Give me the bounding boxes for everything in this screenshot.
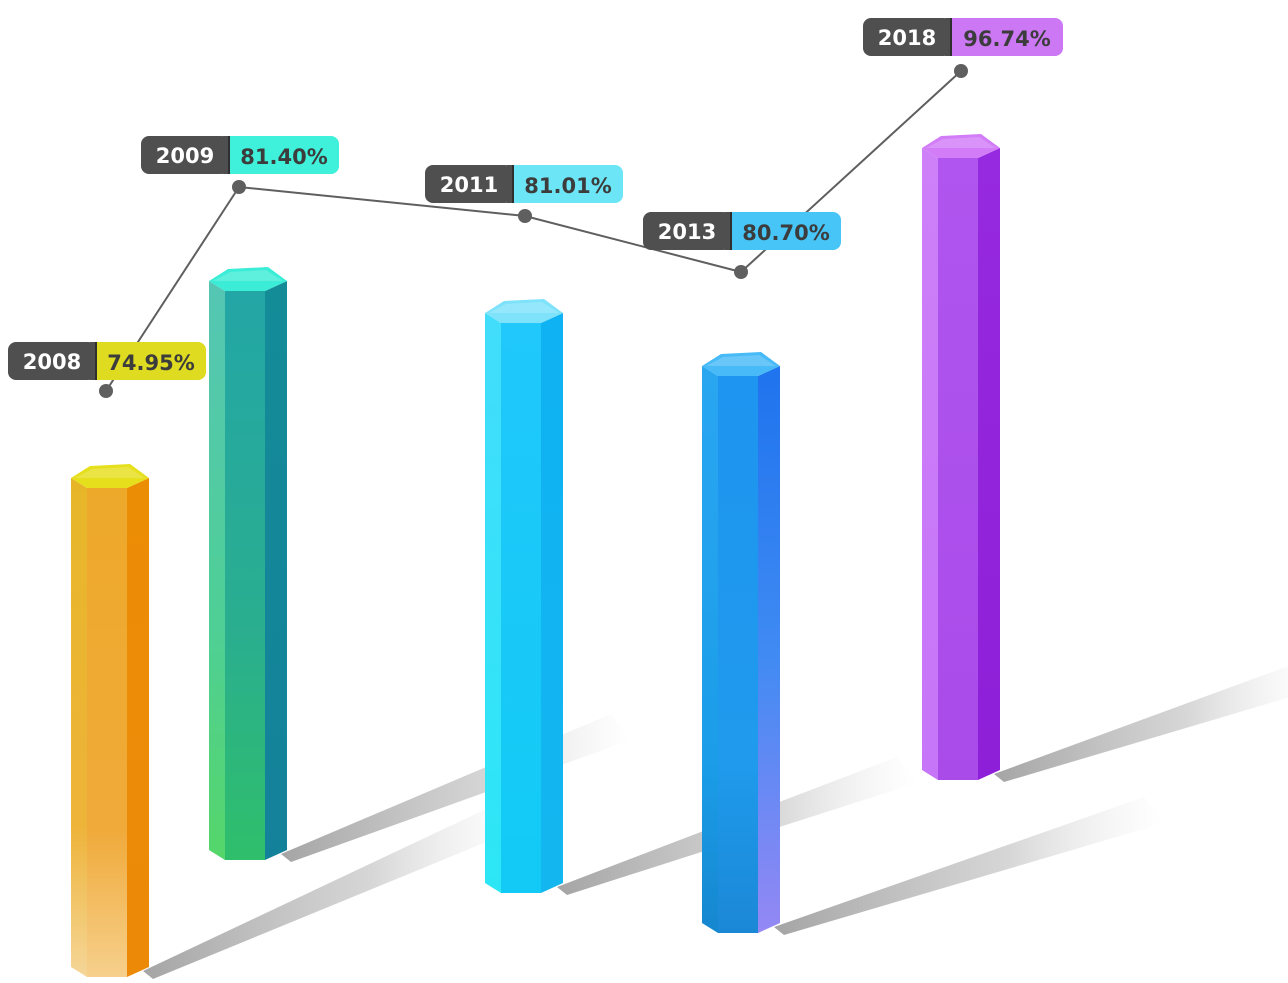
- bar-2013: [702, 352, 780, 933]
- bar-series: [71, 134, 1000, 977]
- bar-2008: [71, 464, 149, 977]
- data-point-2018: [954, 64, 968, 78]
- badge-join: [229, 136, 237, 174]
- year-label: 2008: [23, 350, 81, 374]
- bar-face-left: [702, 366, 718, 933]
- year-label: 2011: [440, 173, 498, 197]
- bar-cap-highlight: [706, 355, 776, 366]
- bar-cap-highlight: [926, 137, 996, 148]
- year-badge: [141, 136, 229, 174]
- value-labels: 2008 74.95% 2009 81.40% 2011 81.01% 2013 80.70%…: [8, 18, 1063, 380]
- data-label-2011: 2011 81.01%: [425, 165, 623, 203]
- year-badge: [643, 212, 731, 250]
- bar-cap: [209, 267, 287, 291]
- bar-shadow: [774, 797, 1164, 935]
- bar-face-right: [541, 313, 563, 893]
- trend-line: [99, 64, 968, 398]
- value-label: 74.95%: [107, 351, 194, 375]
- year-badge: [863, 18, 951, 56]
- data-point-2013: [734, 265, 748, 279]
- bar-shadow: [143, 801, 523, 979]
- bar-face-front: [87, 488, 127, 977]
- bar-cap-highlight: [75, 467, 145, 478]
- year-label: 2009: [156, 144, 214, 168]
- value-badge: [513, 165, 623, 203]
- badge-join: [731, 212, 739, 250]
- bar-face-front: [718, 376, 758, 933]
- value-badge: [96, 342, 206, 380]
- bar-face-front: [501, 323, 541, 893]
- bar-face-left: [485, 313, 501, 893]
- year-label: 2013: [658, 220, 716, 244]
- bar-cap: [922, 134, 1000, 158]
- bar-cap-highlight: [213, 270, 283, 281]
- year-badge: [425, 165, 513, 203]
- year-badge: [8, 342, 96, 380]
- data-point-2009: [232, 180, 246, 194]
- bar-cap: [702, 352, 780, 376]
- value-label: 96.74%: [963, 27, 1050, 51]
- bar-2011: [485, 299, 563, 893]
- data-point-2011: [518, 209, 532, 223]
- bar-face-front: [225, 291, 265, 860]
- value-badge: [731, 212, 841, 250]
- value-badge: [229, 136, 339, 174]
- data-label-2018: 2018 96.74%: [863, 18, 1063, 56]
- bar-face-left: [71, 478, 87, 977]
- bar-cap: [71, 464, 149, 488]
- data-label-2013: 2013 80.70%: [643, 212, 841, 250]
- bar-2009: [209, 267, 287, 860]
- value-label: 80.70%: [742, 221, 829, 245]
- value-label: 81.40%: [240, 145, 327, 169]
- bar-face-left: [922, 148, 938, 780]
- bar-face-right: [758, 366, 780, 933]
- data-label-2008: 2008 74.95%: [8, 342, 206, 380]
- badge-join: [951, 18, 959, 56]
- bar-cap-highlight: [489, 302, 559, 313]
- bar-face-right: [127, 478, 149, 977]
- bar-shadow: [994, 666, 1288, 782]
- data-label-2009: 2009 81.40%: [141, 136, 339, 174]
- year-label: 2018: [878, 26, 936, 50]
- bar-2018: [922, 134, 1000, 780]
- bar-face-front: [938, 158, 978, 780]
- data-point-2008: [99, 384, 113, 398]
- value-label: 81.01%: [524, 174, 611, 198]
- bar-face-right: [265, 281, 287, 860]
- value-badge: [951, 18, 1063, 56]
- badge-join: [513, 165, 521, 203]
- bar-face-right: [978, 148, 1000, 780]
- badge-join: [96, 342, 104, 380]
- bar-cap: [485, 299, 563, 323]
- bar-face-left: [209, 281, 225, 860]
